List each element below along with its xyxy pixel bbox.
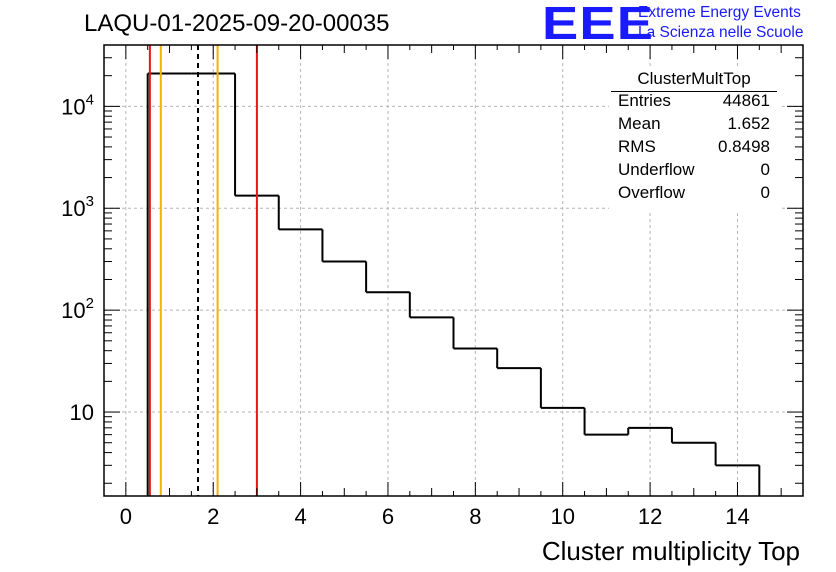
page-title: LAQU-01-2025-09-20-00035 <box>84 10 390 37</box>
stats-box: ClusterMultTop Entries 44861 Mean 1.652 … <box>609 67 779 212</box>
stats-value: 44861 <box>722 91 770 110</box>
x-tick-label: 0 <box>120 504 132 529</box>
stats-row-rms: RMS 0.8498 <box>618 137 770 157</box>
y-tick-label: 10 <box>70 400 94 425</box>
stats-value: 0 <box>760 183 770 202</box>
y-tick-label: 104 <box>61 91 94 119</box>
y-tick-label: 103 <box>61 193 94 221</box>
histogram-layer <box>146 72 761 496</box>
stats-label: Overflow <box>618 183 686 202</box>
reference-lines-layer <box>148 45 258 496</box>
stats-divider <box>611 91 777 92</box>
x-axis-title: Cluster multiplicity Top <box>542 536 800 566</box>
x-tick-label: 8 <box>469 504 481 529</box>
x-tick-label: 4 <box>294 504 306 529</box>
eee-logo: EEE <box>542 0 655 49</box>
stats-value: 0 <box>760 160 770 179</box>
x-tick-label: 12 <box>638 504 662 529</box>
stats-row-entries: Entries 44861 <box>618 91 770 111</box>
y-tick-label: 102 <box>61 295 94 323</box>
x-tick-label: 2 <box>207 504 219 529</box>
stats-value: 0.8498 <box>718 137 770 156</box>
stats-row-underflow: Underflow 0 <box>618 160 770 180</box>
x-tick-label: 14 <box>725 504 749 529</box>
stats-value: 1.652 <box>727 114 770 133</box>
stats-row-mean: Mean 1.652 <box>618 114 770 134</box>
stats-row-overflow: Overflow 0 <box>618 183 770 203</box>
stats-title: ClusterMultTop <box>637 69 751 88</box>
stats-label: Entries <box>618 91 671 110</box>
stats-label: Mean <box>618 114 661 133</box>
x-tick-label: 6 <box>382 504 394 529</box>
logo-text-line1: Extreme Energy Events <box>638 4 801 21</box>
logo-text-line2: La Scienza nelle Scuole <box>638 24 804 41</box>
x-tick-label: 10 <box>550 504 574 529</box>
tick-labels-layer: 0 2 4 6 8 10 12 14 10 102 103 104 <box>61 91 750 529</box>
stats-label: Underflow <box>618 160 695 179</box>
stats-label: RMS <box>618 137 656 156</box>
tick-layer <box>103 44 804 496</box>
